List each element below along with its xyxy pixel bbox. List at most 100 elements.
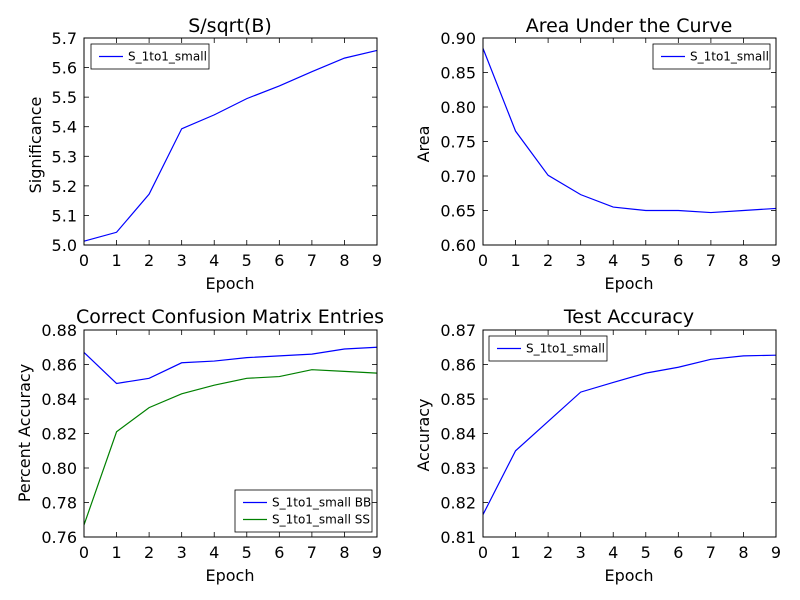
y-tick-label: 5.2 — [52, 177, 77, 196]
y-tick-label: 5.3 — [52, 147, 77, 166]
x-tick-label: 3 — [177, 543, 187, 562]
x-tick-label: 6 — [274, 543, 284, 562]
y-tick-label: 5.1 — [52, 206, 77, 225]
x-tick-label: 4 — [209, 543, 219, 562]
y-tick-label: 0.70 — [440, 167, 476, 186]
x-tick-label: 8 — [339, 543, 349, 562]
chart-plot-2: 0 1 2 3 4 5 6 7 8 9 0.76 0.78 0.80 0.82 0.84 0.86 0.88 S_… — [41, 321, 382, 562]
y-tick-label: 0.60 — [440, 236, 476, 255]
x-axis-label: Epoch — [206, 566, 255, 585]
x-tick-label: 9 — [771, 251, 781, 270]
x-tick-label: 7 — [307, 543, 317, 562]
x-tick-label: 1 — [111, 543, 121, 562]
x-tick-label: 5 — [641, 251, 651, 270]
x-tick-label: 6 — [673, 543, 683, 562]
y-tick-label: 5.7 — [52, 29, 77, 48]
chart-title: Correct Confusion Matrix Entries — [76, 306, 384, 328]
y-axis-label: Percent Accuracy — [15, 364, 34, 502]
x-tick-label: 2 — [144, 251, 154, 270]
legend: S_1to1_small BB S_1to1_small SS — [234, 489, 373, 533]
x-tick-label: 7 — [307, 251, 317, 270]
x-tick-label: 5 — [242, 251, 252, 270]
x-tick-label: 9 — [771, 543, 781, 562]
axes-frame — [482, 37, 777, 246]
y-tick-label: 0.84 — [41, 390, 77, 409]
chart-confusion-matrix: Correct Confusion Matrix Entries Epoch P… — [15, 306, 384, 585]
legend-label: S_1to1_small — [128, 50, 207, 64]
chart-title: Test Accuracy — [563, 306, 694, 328]
y-tick-label: 0.82 — [440, 494, 476, 513]
series-line — [482, 48, 777, 214]
y-tick-label: 0.83 — [440, 459, 476, 478]
x-tick-label: 5 — [641, 543, 651, 562]
axes-frame — [482, 329, 777, 538]
x-tick-label: 3 — [177, 251, 187, 270]
series-line — [83, 49, 378, 242]
chart-plot-3: 0 1 2 3 4 5 6 7 8 9 0.81 0.82 0.83 0.84 0.85 0.86 0.87 S_… — [440, 321, 781, 562]
legend-label: S_1to1_small BB — [272, 496, 371, 510]
x-tick-label: 5 — [242, 543, 252, 562]
chart-title: S/sqrt(B) — [188, 15, 272, 37]
legend-label: S_1to1_small SS — [272, 513, 370, 527]
x-tick-label: 6 — [274, 251, 284, 270]
y-tick-label: 0.80 — [41, 459, 77, 478]
x-tick-label: 4 — [608, 543, 618, 562]
x-tick-label: 1 — [510, 251, 520, 270]
axes-frame — [83, 329, 378, 538]
axes-frame — [83, 37, 378, 246]
y-tick-label: 0.78 — [41, 494, 77, 513]
chart-significance: S/sqrt(B) Epoch Significance — [26, 15, 272, 293]
x-tick-label: 2 — [543, 543, 553, 562]
chart-plot-0: 0 1 2 3 4 5 6 7 8 9 5.0 5.1 5.2 5.3 5.4 5.5 5.6 5.7 S_1to1… — [52, 29, 383, 270]
y-tick-label: 5.6 — [52, 59, 77, 78]
x-tick-label: 6 — [673, 251, 683, 270]
x-tick-label: 3 — [576, 543, 586, 562]
y-axis-label: Significance — [26, 97, 45, 194]
x-tick-label: 0 — [79, 543, 89, 562]
legend-box — [234, 489, 373, 533]
y-tick-label: 0.87 — [440, 321, 476, 340]
x-tick-label: 4 — [608, 251, 618, 270]
y-tick-label: 0.82 — [41, 425, 77, 444]
chart-title: Area Under the Curve — [526, 15, 733, 37]
y-tick-label: 0.80 — [440, 98, 476, 117]
y-tick-label: 0.76 — [41, 528, 77, 547]
x-tick-label: 1 — [111, 251, 121, 270]
y-tick-label: 5.5 — [52, 88, 77, 107]
x-tick-label: 7 — [706, 251, 716, 270]
y-tick-label: 0.86 — [41, 356, 77, 375]
y-tick-label: 0.85 — [440, 390, 476, 409]
series-line — [83, 346, 378, 385]
y-tick-label: 0.65 — [440, 202, 476, 221]
series-line — [482, 354, 777, 515]
legend: S_1to1_small — [488, 335, 608, 362]
legend: S_1to1_small — [90, 43, 210, 70]
x-tick-label: 0 — [478, 251, 488, 270]
x-tick-label: 0 — [79, 251, 89, 270]
y-tick-label: 5.4 — [52, 118, 77, 137]
x-tick-label: 2 — [144, 543, 154, 562]
chart-area-under-curve: Area Under the Curve Epoch Area — [414, 15, 732, 293]
chart-test-accuracy: Test Accuracy Epoch Accuracy — [414, 306, 694, 585]
x-tick-label: 7 — [706, 543, 716, 562]
x-tick-label: 1 — [510, 543, 520, 562]
x-tick-label: 3 — [576, 251, 586, 270]
x-tick-label: 0 — [478, 543, 488, 562]
y-tick-label: 0.90 — [440, 29, 476, 48]
x-axis-label: Epoch — [605, 274, 654, 293]
series-line — [83, 369, 378, 526]
y-axis-label: Area — [414, 126, 433, 163]
y-tick-label: 0.86 — [440, 356, 476, 375]
y-tick-label: 0.84 — [440, 425, 476, 444]
y-axis-label: Accuracy — [414, 398, 433, 471]
legend-label: S_1to1_small — [526, 342, 605, 356]
x-tick-label: 9 — [372, 543, 382, 562]
x-tick-label: 2 — [543, 251, 553, 270]
x-axis-label: Epoch — [206, 274, 255, 293]
x-tick-label: 8 — [339, 251, 349, 270]
y-tick-label: 0.75 — [440, 133, 476, 152]
y-tick-label: 0.88 — [41, 321, 77, 340]
y-tick-label: 0.85 — [440, 64, 476, 83]
